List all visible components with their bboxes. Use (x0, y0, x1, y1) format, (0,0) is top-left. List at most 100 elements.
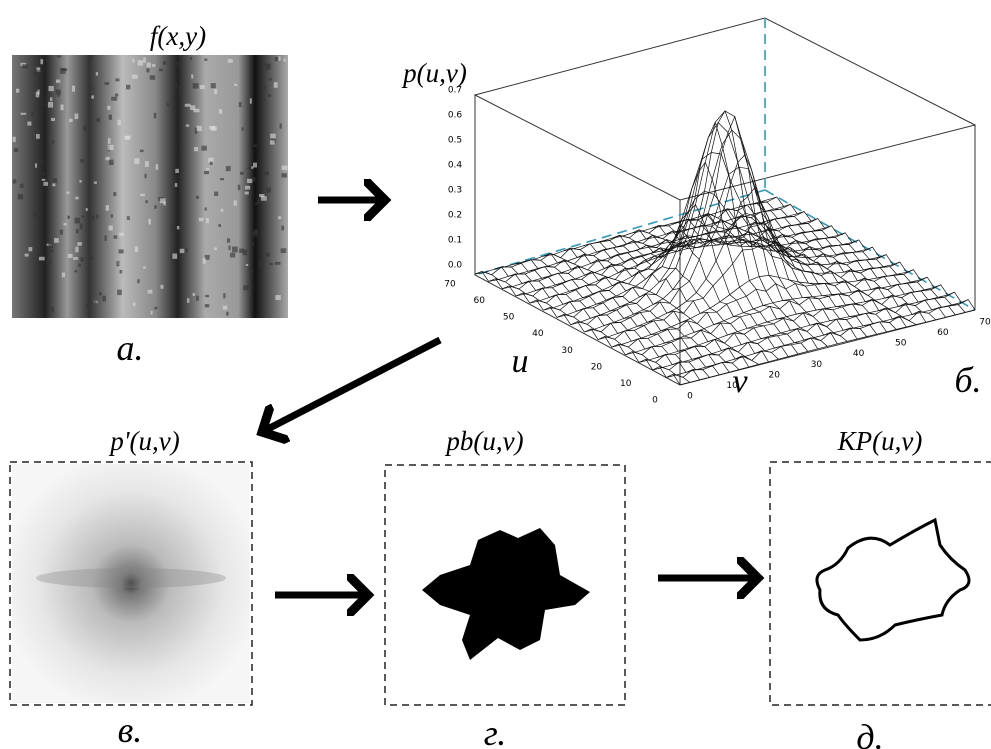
speckle (246, 264, 248, 266)
mesh-line (603, 162, 808, 351)
speckle (140, 194, 145, 196)
speckle (137, 279, 139, 283)
speckle (115, 78, 119, 81)
spectrum-band (36, 568, 226, 588)
speckle (203, 258, 206, 264)
u-tick-label: 0 (652, 396, 658, 406)
speckle (107, 106, 110, 110)
speckle (111, 97, 117, 101)
speckle (175, 82, 177, 87)
speckle (22, 64, 28, 68)
speckle (263, 172, 268, 176)
speckle (91, 301, 96, 303)
speckle (148, 290, 153, 294)
v-tick-label: 60 (937, 328, 949, 338)
speckle (250, 98, 252, 103)
speckle (240, 172, 244, 175)
speckle (18, 194, 23, 199)
speckle (46, 260, 52, 263)
speckle (252, 242, 254, 245)
speckle (254, 144, 257, 147)
speckle (259, 194, 264, 197)
speckle (175, 62, 179, 65)
speckle (159, 69, 163, 72)
z-tick-label: 0.5 (448, 136, 462, 146)
speckle (86, 304, 90, 307)
speckle (92, 87, 94, 90)
v-tick-label: 70 (979, 318, 991, 328)
speckle (46, 59, 51, 61)
z-tick-label: 0.0 (448, 261, 463, 271)
contour (817, 520, 969, 640)
speckle (265, 64, 270, 70)
speckle (239, 102, 242, 107)
u-tick-label: 10 (620, 379, 632, 389)
speckle (274, 82, 278, 88)
speckle (178, 86, 181, 90)
u-tick-label: 50 (503, 313, 515, 323)
speckle (259, 262, 261, 266)
z-tick-label: 0.1 (448, 236, 462, 246)
speckle (160, 198, 166, 203)
speckle (143, 57, 146, 62)
speckle (75, 247, 78, 253)
speckle (145, 174, 147, 178)
speckle (200, 85, 205, 89)
speckle (80, 159, 84, 162)
speckle (152, 64, 156, 67)
speckle (76, 229, 79, 233)
speckle (111, 214, 113, 217)
speckle (116, 261, 119, 267)
speckle (221, 209, 224, 212)
speckle (209, 126, 215, 130)
u-tick-label: 30 (561, 346, 573, 356)
mesh-line (505, 267, 710, 378)
speckle (269, 78, 272, 80)
speckle (253, 163, 257, 168)
speckle (187, 298, 189, 303)
speckle (145, 161, 149, 167)
u-tick-label: 60 (474, 296, 486, 306)
speckle (267, 188, 271, 193)
speckle (38, 90, 40, 95)
speckle (275, 262, 281, 265)
u-tick-label: 20 (591, 362, 603, 372)
speckle (275, 57, 279, 61)
panel-title: f(x,y) (150, 21, 206, 51)
speckle (275, 295, 280, 300)
mesh-line (598, 213, 893, 340)
speckle (50, 97, 52, 101)
speckle (190, 57, 192, 60)
speckle (268, 94, 271, 97)
speckle (80, 223, 83, 229)
speckle (39, 257, 45, 261)
speckle (44, 104, 47, 106)
speckle (252, 231, 257, 237)
speckle (68, 254, 73, 258)
speckle (191, 74, 193, 78)
speckle (223, 293, 225, 298)
speckle (102, 296, 106, 302)
mesh-line (682, 219, 887, 332)
speckle (210, 162, 213, 165)
speckle (132, 59, 134, 63)
z-tick-label: 0.2 (448, 211, 462, 221)
speckle (270, 134, 276, 139)
speckle (52, 140, 54, 143)
speckle (214, 192, 218, 196)
v-tick-label: 50 (895, 339, 907, 349)
speckle (193, 293, 195, 296)
speckle (75, 218, 81, 224)
speckle (106, 205, 109, 210)
speckle (205, 304, 209, 307)
speckle (62, 272, 65, 277)
speckle (214, 89, 217, 94)
speckle (43, 182, 48, 186)
speckle (204, 58, 207, 60)
binary-region (422, 528, 590, 660)
speckle (280, 124, 282, 129)
speckle (205, 295, 209, 297)
speckle (269, 263, 273, 265)
speckle (105, 235, 107, 241)
speckle (205, 208, 207, 211)
